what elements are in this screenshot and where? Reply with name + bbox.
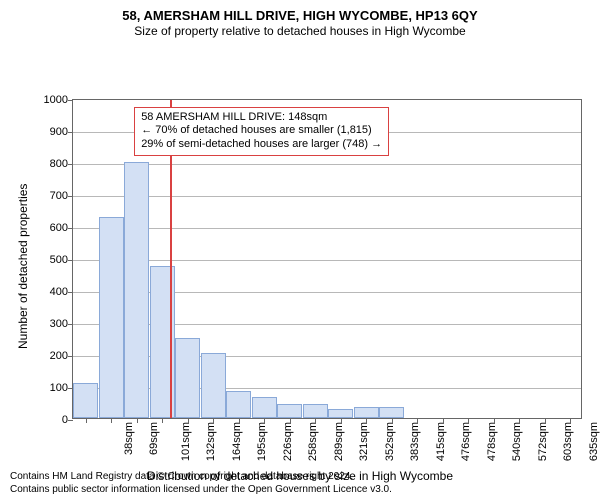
xtick-label: 476sqm — [460, 422, 472, 461]
footer-attribution: Contains HM Land Registry data © Crown c… — [10, 471, 392, 496]
xtick-mark — [570, 418, 571, 423]
ytick-label: 800 — [50, 158, 73, 170]
histogram-bar — [226, 391, 251, 418]
xtick-mark — [494, 418, 495, 423]
xtick-label: 164sqm — [231, 422, 243, 461]
histogram-bar — [354, 407, 379, 418]
xtick-label: 69sqm — [148, 422, 160, 455]
xtick-mark — [468, 418, 469, 423]
ytick-label: 100 — [50, 382, 73, 394]
xtick-label: 321sqm — [358, 422, 370, 461]
xtick-label: 132sqm — [205, 422, 217, 461]
xtick-label: 635sqm — [588, 422, 600, 461]
xtick-label: 415sqm — [435, 422, 447, 461]
xtick-label: 38sqm — [123, 422, 135, 455]
ytick-label: 0 — [62, 414, 73, 426]
xtick-label: 603sqm — [562, 422, 574, 461]
xtick-label: 478sqm — [486, 422, 498, 461]
histogram-bar — [73, 383, 98, 418]
xtick-mark — [290, 418, 291, 423]
ytick-label: 500 — [50, 254, 73, 266]
xtick-label: 352sqm — [384, 422, 396, 461]
xtick-mark — [162, 418, 163, 423]
xtick-label: 226sqm — [282, 422, 294, 461]
xtick-mark — [213, 418, 214, 423]
histogram-bar — [201, 353, 226, 419]
annotation-line: 29% of semi-detached houses are larger (… — [141, 138, 382, 152]
xtick-label: 572sqm — [537, 422, 549, 461]
xtick-mark — [417, 418, 418, 423]
histogram-bar — [175, 338, 200, 418]
xtick-mark — [545, 418, 546, 423]
chart-title: 58, AMERSHAM HILL DRIVE, HIGH WYCOMBE, H… — [10, 8, 590, 24]
xtick-mark — [86, 418, 87, 423]
xtick-label: 195sqm — [256, 422, 268, 461]
y-axis-label: Number of detached properties — [16, 184, 30, 349]
annotation-line: 58 AMERSHAM HILL DRIVE: 148sqm — [141, 111, 382, 125]
xtick-mark — [392, 418, 393, 423]
xtick-label: 383sqm — [409, 422, 421, 461]
xtick-label: 101sqm — [180, 422, 192, 461]
ytick-label: 200 — [50, 350, 73, 362]
ytick-label: 700 — [50, 190, 73, 202]
xtick-mark — [366, 418, 367, 423]
xtick-mark — [239, 418, 240, 423]
ytick-label: 400 — [50, 286, 73, 298]
xtick-mark — [188, 418, 189, 423]
histogram-bar — [252, 397, 277, 418]
xtick-label: 289sqm — [333, 422, 345, 461]
histogram-bar — [277, 404, 302, 418]
plot-area: 0100200300400500600700800900100038sqm69s… — [72, 99, 582, 419]
chart-container: 58, AMERSHAM HILL DRIVE, HIGH WYCOMBE, H… — [0, 0, 600, 500]
histogram-bar — [124, 162, 149, 418]
histogram-bar — [99, 217, 124, 419]
xtick-label: 540sqm — [511, 422, 523, 461]
xtick-mark — [111, 418, 112, 423]
footer-line-2: Contains public sector information licen… — [10, 484, 392, 497]
ytick-label: 1000 — [44, 94, 73, 106]
xtick-mark — [443, 418, 444, 423]
annotation-line: ← 70% of detached houses are smaller (1,… — [141, 124, 382, 138]
histogram-bar — [379, 407, 404, 418]
xtick-mark — [264, 418, 265, 423]
xtick-mark — [519, 418, 520, 423]
xtick-mark — [315, 418, 316, 423]
chart-area: Number of detached properties 0100200300… — [10, 43, 590, 469]
chart-subtitle: Size of property relative to detached ho… — [10, 24, 590, 39]
histogram-bar — [303, 404, 328, 418]
histogram-bar — [328, 409, 353, 419]
footer-line-1: Contains HM Land Registry data © Crown c… — [10, 471, 392, 484]
ytick-label: 300 — [50, 318, 73, 330]
xtick-mark — [137, 418, 138, 423]
xtick-mark — [341, 418, 342, 423]
ytick-label: 900 — [50, 126, 73, 138]
annotation-box: 58 AMERSHAM HILL DRIVE: 148sqm← 70% of d… — [134, 107, 389, 156]
xtick-label: 258sqm — [307, 422, 319, 461]
ytick-label: 600 — [50, 222, 73, 234]
